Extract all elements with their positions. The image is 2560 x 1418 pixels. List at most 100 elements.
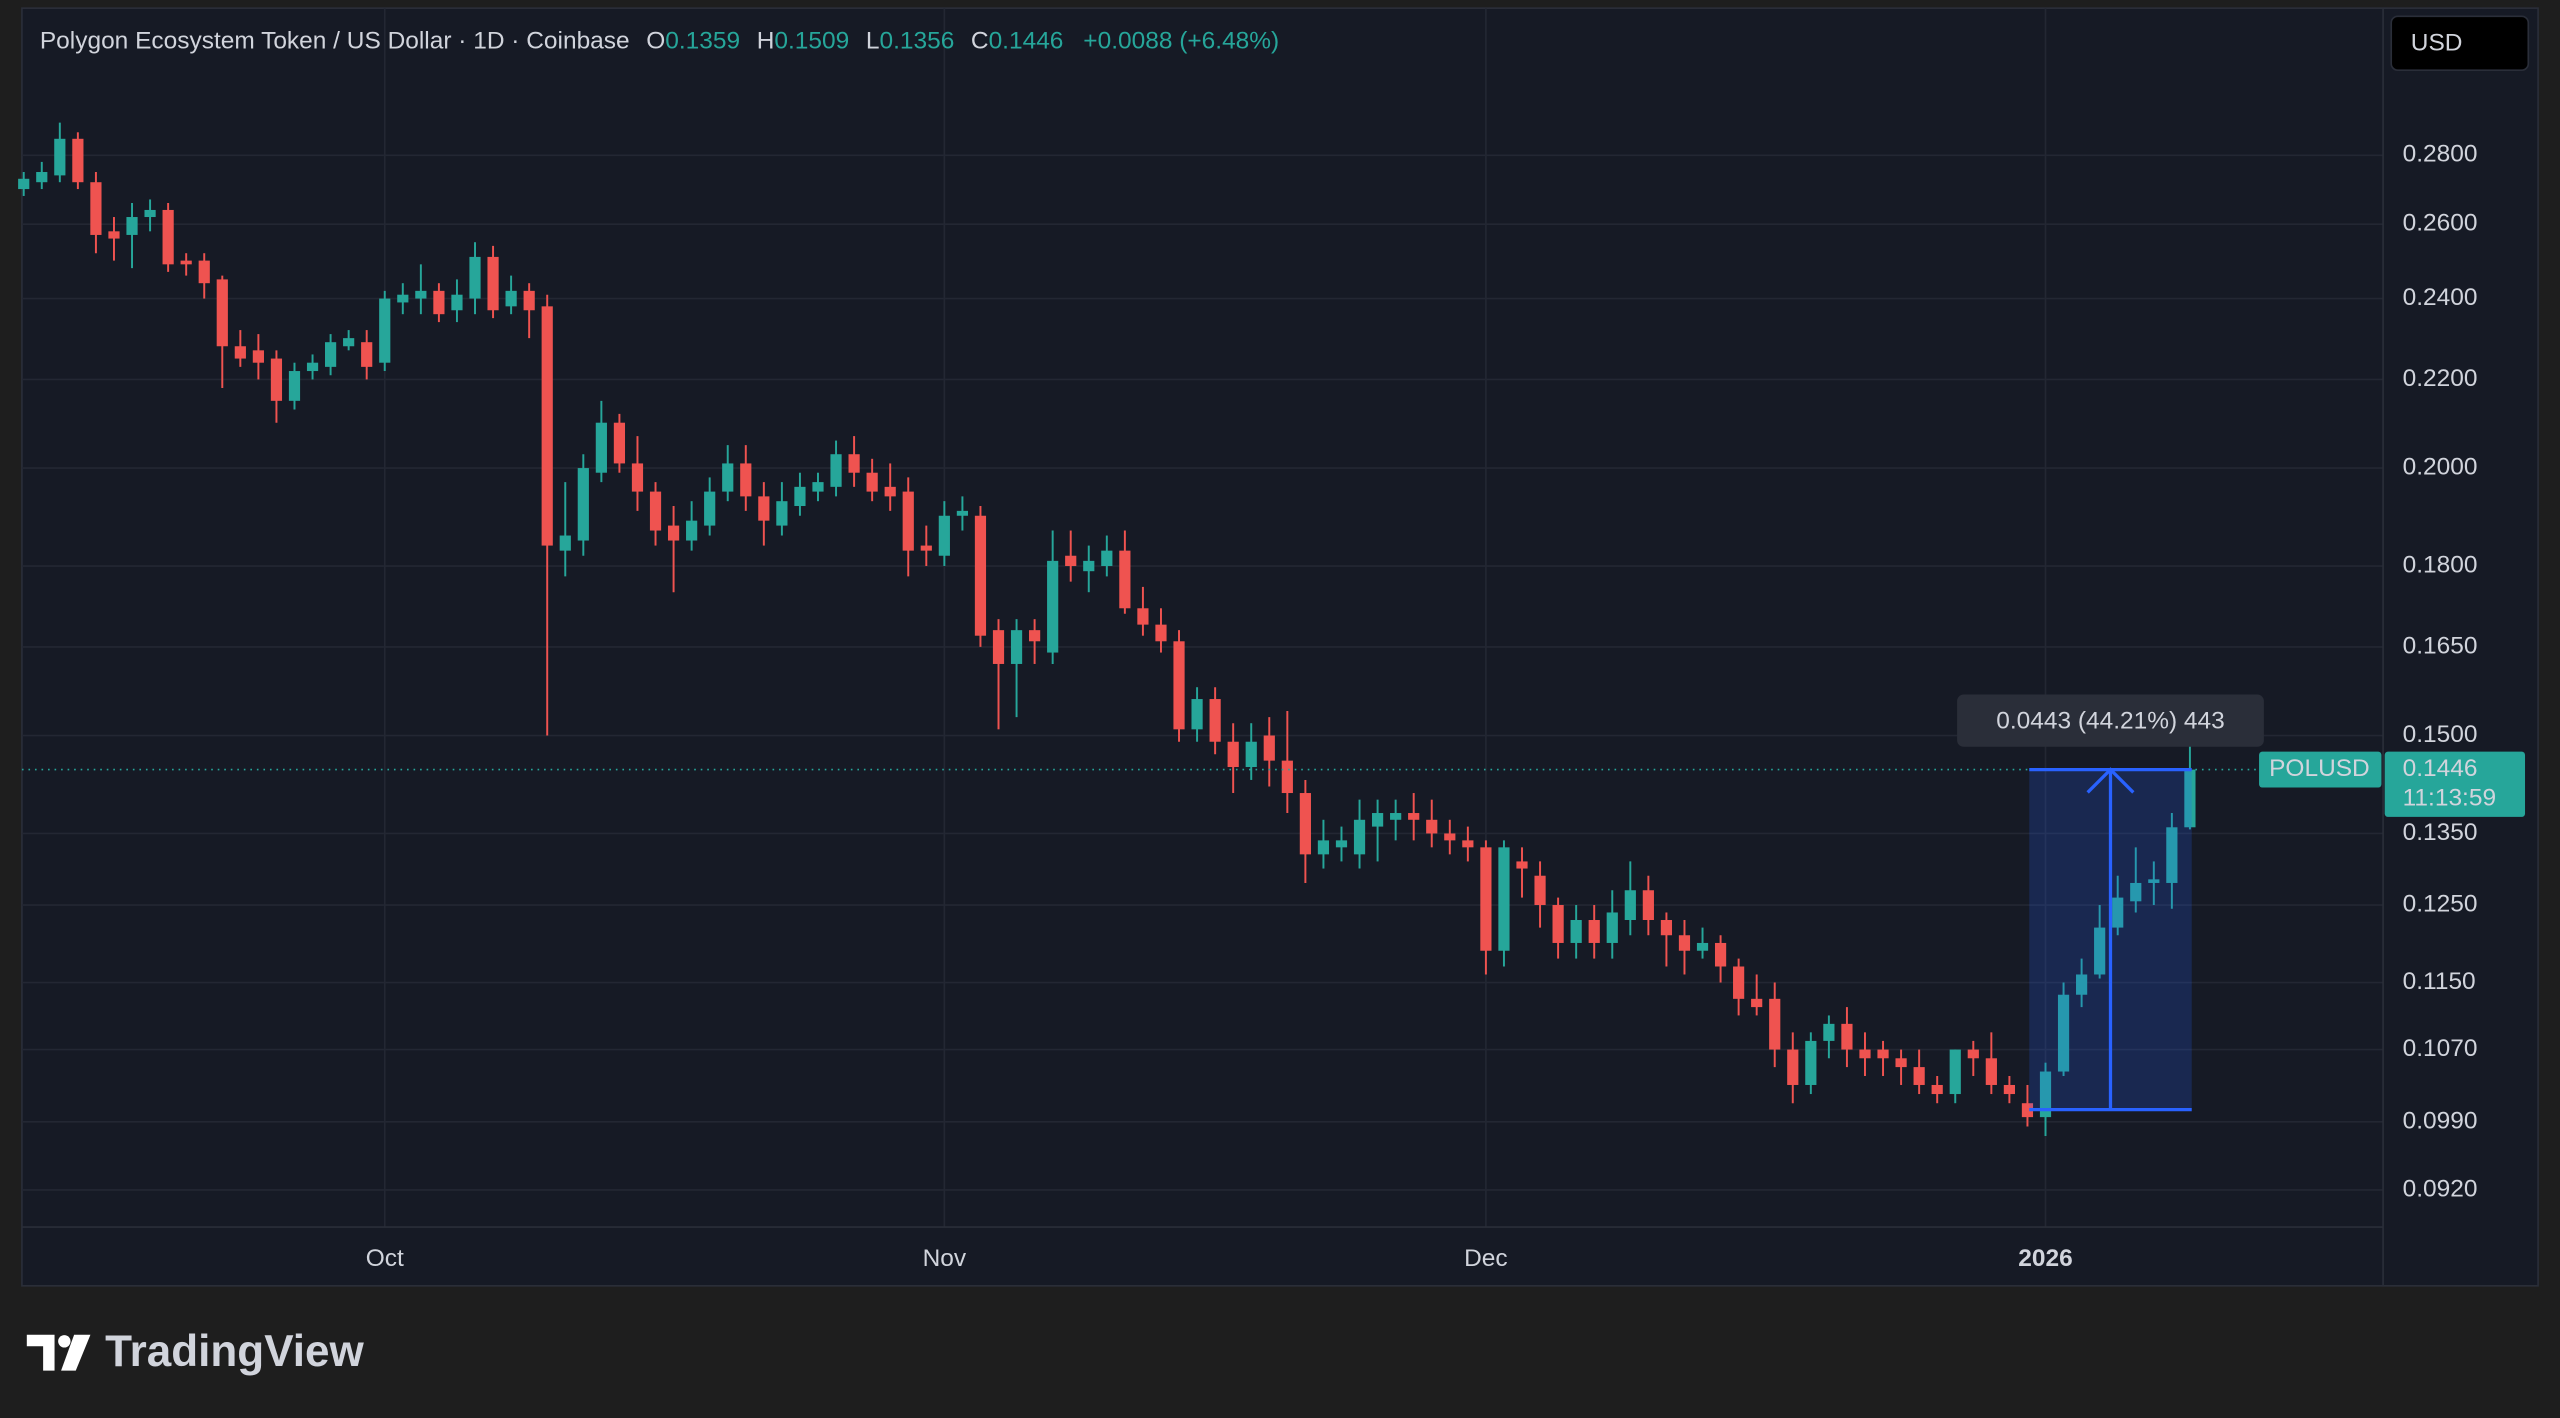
candle-body: [1967, 1049, 1979, 1059]
candle-body: [234, 346, 246, 359]
candle-body: [1805, 1040, 1817, 1085]
candle-body: [252, 350, 264, 363]
change: +0.0088 (+6.48%): [1083, 28, 1279, 55]
candle-body: [216, 279, 228, 347]
candle-body: [1624, 890, 1636, 921]
candle-body: [956, 510, 969, 516]
candle-body: [1678, 935, 1691, 951]
currency-button[interactable]: [2390, 15, 2530, 71]
candle-body: [884, 486, 896, 497]
x-tick-label: Dec: [1464, 1245, 1508, 1272]
candle-body: [1408, 813, 1420, 820]
candle-body: [1552, 905, 1564, 943]
candle-body: [1101, 550, 1113, 567]
logo-icon: [58, 1335, 71, 1348]
candle-body: [1949, 1049, 1961, 1095]
symbol-tag: [2259, 751, 2382, 788]
brand-logo: TradingView: [26, 1327, 365, 1376]
candle-body: [812, 482, 824, 492]
countdown: 11:13:59: [2403, 784, 2496, 811]
candle-body: [920, 545, 932, 551]
ohlc-value: 0.1446: [989, 28, 1064, 55]
y-tick-label: 0.1500: [2403, 721, 2478, 748]
candle-body: [1787, 1049, 1799, 1085]
y-tick-label: 0.2000: [2403, 454, 2478, 481]
legend-line: Polygon Ecosystem Token / US Dollar · 1D…: [40, 28, 1279, 55]
y-tick-label: 0.0990: [2403, 1107, 2478, 1134]
y-tick-label: 0.2200: [2403, 365, 2478, 392]
candle-body: [433, 290, 445, 315]
candle-body: [270, 358, 283, 401]
price-label: 0.1446: [2403, 755, 2478, 782]
x-tick-label: Oct: [366, 1245, 404, 1272]
candle-body: [1047, 560, 1059, 653]
ohlc-value: 0.1509: [774, 28, 849, 55]
candle-body: [631, 463, 644, 492]
candle-body: [1588, 920, 1600, 943]
candle-body: [559, 535, 571, 551]
candle-body: [90, 182, 102, 235]
candle-body: [54, 138, 66, 176]
candle-body: [2003, 1084, 2015, 1095]
candles: [18, 122, 2196, 1136]
y-tick-label: 0.1070: [2403, 1035, 2478, 1062]
brand-name: TradingView: [105, 1327, 364, 1376]
candle-body: [126, 217, 138, 235]
currency-label[interactable]: USD: [2411, 30, 2463, 57]
ohlc-value: 0.1359: [665, 28, 740, 55]
measure-label: 0.0443 (44.21%) 443: [1996, 708, 2225, 735]
candle-body: [2039, 1071, 2052, 1118]
y-tick-label: 0.2800: [2403, 141, 2478, 168]
candle-body: [1353, 819, 1366, 855]
candle-body: [72, 138, 84, 183]
candle-body: [1191, 699, 1203, 730]
x-tick-label: Nov: [923, 1245, 967, 1272]
candle-body: [649, 491, 662, 531]
candle-body: [1877, 1049, 1889, 1059]
candle-body: [1317, 840, 1330, 855]
symbol-label: POLUSD: [2269, 755, 2370, 782]
candle-body: [1029, 630, 1041, 642]
candle-body: [722, 463, 734, 492]
candle-body: [1227, 741, 1239, 768]
candle-body: [1498, 847, 1510, 951]
candle-body: [2166, 827, 2178, 883]
measure-label-box: [1957, 694, 2264, 747]
candle-body: [1281, 760, 1293, 794]
candle-body: [1642, 890, 1654, 921]
candle-body: [1913, 1067, 1925, 1085]
candle-body: [1985, 1058, 1997, 1085]
candle-body: [776, 501, 788, 526]
candle-body: [343, 338, 355, 347]
candle-body: [1335, 840, 1348, 848]
candle-body: [487, 256, 499, 311]
candle-body: [162, 209, 174, 265]
candle-body: [1245, 741, 1257, 768]
logo-icon: [26, 1334, 55, 1371]
candle-body: [2130, 882, 2142, 902]
candle-body: [1390, 813, 1402, 820]
candle-body: [686, 520, 698, 541]
candle-body: [288, 371, 301, 401]
candle-body: [1263, 735, 1275, 761]
candle-body: [2021, 1103, 2034, 1118]
candle-body: [974, 515, 987, 636]
candle-body: [1083, 560, 1095, 572]
candle-body: [1714, 942, 1727, 967]
ohlc-label: C: [971, 28, 989, 55]
candle-body: [1480, 847, 1492, 951]
candle-body: [144, 209, 156, 218]
candle-body: [992, 630, 1005, 664]
candle-body: [361, 342, 373, 367]
candle-body: [613, 422, 626, 464]
ohlc-label: H: [757, 28, 775, 55]
candle-body: [36, 172, 48, 183]
y-tick-label: 0.1800: [2403, 551, 2478, 578]
candle-body: [1462, 840, 1474, 848]
candle-body: [2076, 974, 2088, 995]
candle-body: [1570, 920, 1582, 943]
candle-body: [324, 342, 337, 367]
grid: [21, 8, 2384, 1228]
candle-body: [704, 491, 716, 526]
